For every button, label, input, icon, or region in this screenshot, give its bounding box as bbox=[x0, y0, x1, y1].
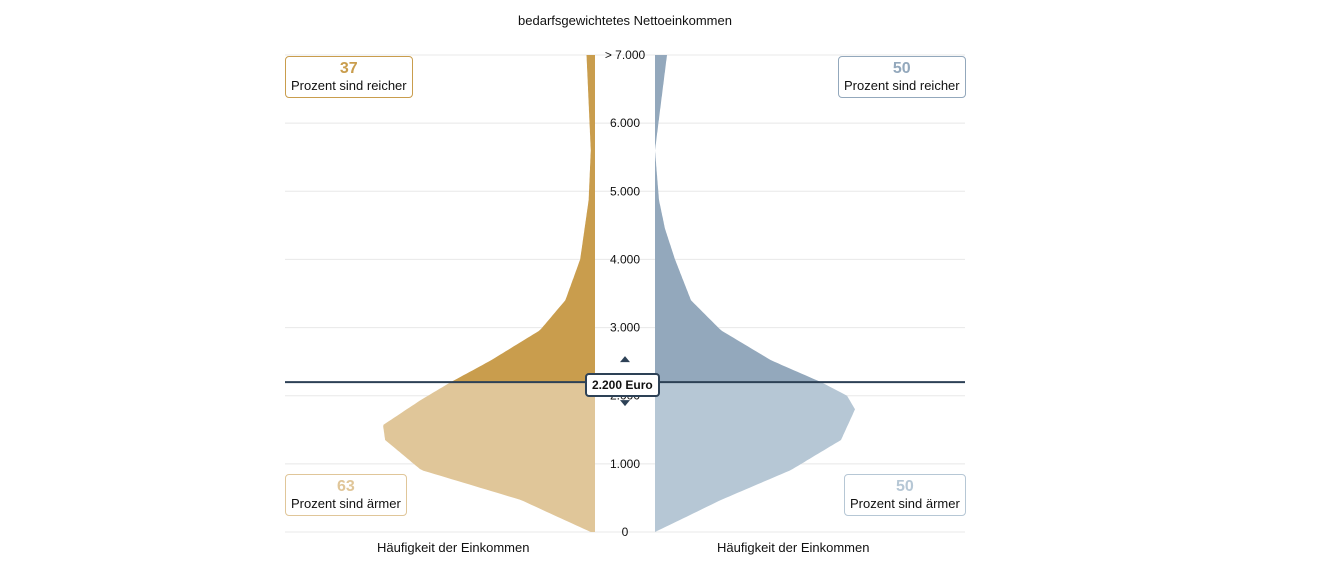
y-tick-label: > 7.000 bbox=[605, 48, 646, 62]
left-richer-box: 37 Prozent sind reicher bbox=[285, 56, 413, 98]
y-tick-label: 1.000 bbox=[610, 457, 640, 471]
left-violin-upper bbox=[450, 55, 595, 383]
income-marker-label[interactable]: 2.200 Euro bbox=[585, 373, 660, 397]
left-poorer-box: 63 Prozent sind ärmer bbox=[285, 474, 407, 516]
y-tick-label: 0 bbox=[622, 525, 629, 539]
arrow-down-icon bbox=[620, 400, 630, 407]
right-poorer-box: 50 Prozent sind ärmer bbox=[844, 474, 966, 516]
right-violin-upper bbox=[655, 55, 821, 383]
left-richer-text: Prozent sind reicher bbox=[291, 78, 407, 93]
y-tick-label: 6.000 bbox=[610, 116, 640, 130]
right-richer-value: 50 bbox=[892, 60, 911, 77]
right-poorer-value: 50 bbox=[896, 478, 914, 495]
right-x-label: Häufigkeit der Einkommen bbox=[717, 540, 870, 555]
left-richer-value: 37 bbox=[339, 60, 358, 77]
left-poorer-value: 63 bbox=[337, 478, 355, 495]
y-tick-label: 4.000 bbox=[610, 252, 640, 266]
left-poorer-text: Prozent sind ärmer bbox=[291, 496, 401, 511]
y-tick-label: 3.000 bbox=[610, 321, 640, 335]
left-violin-lower bbox=[383, 382, 595, 532]
right-richer-text: Prozent sind reicher bbox=[844, 78, 960, 93]
right-poorer-text: Prozent sind ärmer bbox=[850, 496, 960, 511]
y-tick-label: 5.000 bbox=[610, 184, 640, 198]
right-violin-lower bbox=[655, 382, 855, 532]
chart-title: bedarfsgewichtetes Nettoeinkommen bbox=[518, 13, 732, 28]
right-richer-box: 50 Prozent sind reicher bbox=[838, 56, 966, 98]
arrow-up-icon bbox=[620, 356, 630, 363]
left-x-label: Häufigkeit der Einkommen bbox=[377, 540, 530, 555]
